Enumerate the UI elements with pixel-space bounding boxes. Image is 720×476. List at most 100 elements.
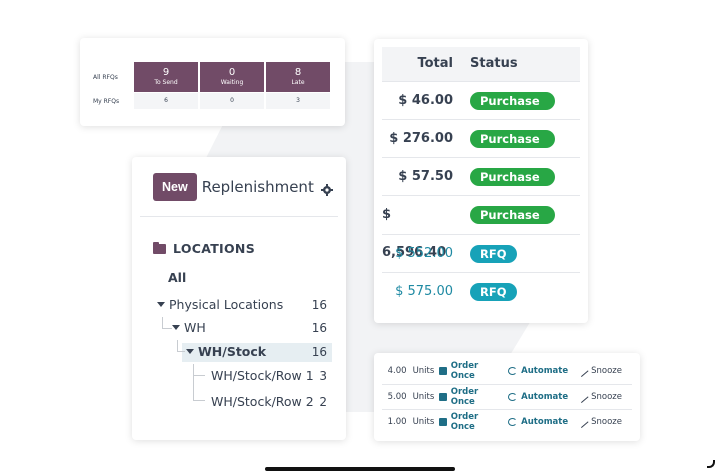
status-badge: Purchase ...: [470, 92, 555, 126]
rfq-cell-label: Late: [291, 79, 305, 86]
location-count: 2: [319, 394, 327, 409]
rfq-cell-label: Waiting: [220, 79, 244, 86]
my-rfq-to-send-cell[interactable]: 6: [134, 93, 198, 109]
folder-icon: [153, 241, 166, 254]
order-once-label: Order Once: [450, 411, 479, 432]
rfq-row-mine: My RFQs 6 0 3: [80, 93, 332, 109]
tree-line: [193, 375, 205, 376]
snooze-label: Snooze: [591, 416, 622, 427]
location-row-1[interactable]: WH/Stock/Row 1 3: [211, 368, 327, 383]
table-header: Total Status: [382, 47, 580, 81]
automate-label: Automate: [521, 391, 569, 402]
table-row[interactable]: $ 46.00 Purchase ...: [382, 81, 580, 126]
automate-button[interactable]: Automate: [508, 417, 568, 427]
order-total: $ 46.00: [398, 93, 453, 108]
order-once-label: Order Once: [450, 361, 479, 381]
new-button[interactable]: New: [153, 173, 197, 201]
refresh-icon: [508, 417, 518, 426]
order-once-button[interactable]: Order Once: [438, 361, 498, 381]
snooze-button[interactable]: Snooze: [576, 390, 622, 403]
unit: Units: [412, 366, 435, 376]
tree-line: [193, 364, 205, 376]
locations-heading: LOCATIONS: [153, 241, 255, 256]
location-label: WH/Stock/Row 1: [211, 368, 314, 383]
status-badge: Purchase ...: [470, 130, 555, 164]
truck-icon: [438, 392, 447, 401]
automate-button[interactable]: Automate: [508, 392, 568, 402]
quantity: 4.00: [387, 366, 407, 376]
caret-down-icon: [186, 349, 194, 354]
rfq-count: 8: [294, 67, 302, 78]
status-badge: RFQ: [470, 245, 517, 263]
unit: Units: [412, 391, 435, 402]
rfq-cell-label: To Send: [154, 79, 178, 86]
rfq-row-label: All RFQs: [93, 73, 118, 81]
location-count: 16: [311, 344, 327, 359]
location-label: Physical Locations: [169, 297, 284, 312]
order-once-button[interactable]: Order Once: [438, 411, 498, 432]
table-row[interactable]: $ 575.00 RFQ: [382, 272, 580, 310]
gear-icon[interactable]: [320, 181, 333, 196]
quantity: 5.00: [387, 391, 407, 402]
order-once-button[interactable]: Order Once: [438, 386, 498, 407]
selected-highlight: [182, 343, 332, 362]
status-badge: RFQ: [470, 283, 517, 301]
automate-button[interactable]: Automate: [508, 366, 568, 376]
location-row-2[interactable]: WH/Stock/Row 2 2: [211, 394, 327, 409]
rfq-row-all: All RFQs 9 To Send 0 Waiting 8 Late: [80, 62, 332, 92]
quantity: 1.00: [387, 416, 407, 427]
snooze-label: Snooze: [591, 366, 622, 376]
automate-label: Automate: [521, 366, 569, 376]
location-label: WH: [184, 320, 206, 335]
rfq-count: 0: [228, 67, 236, 78]
caret-down-icon: [172, 325, 180, 330]
location-label: WH/Stock: [198, 344, 267, 359]
caret-down-icon: [157, 302, 165, 307]
location-count: 3: [319, 368, 327, 383]
refresh-icon: [508, 392, 518, 401]
rfq-to-send-cell[interactable]: 9 To Send: [134, 62, 198, 92]
status-badge: Purchase ...: [470, 206, 555, 240]
order-total: $ 6,596.40: [382, 207, 447, 260]
location-physical[interactable]: Physical Locations 16: [157, 297, 327, 312]
table-row[interactable]: $ 276.00 Purchase ...: [382, 119, 580, 164]
table-row[interactable]: $ 6,596.40 Purchase ...: [382, 195, 580, 260]
status-badge: Purchase ...: [470, 168, 555, 202]
location-wh[interactable]: WH 16: [172, 320, 327, 335]
location-wh-stock[interactable]: WH/Stock 16: [186, 344, 327, 359]
location-all[interactable]: All: [168, 270, 187, 285]
my-rfq-late-cell[interactable]: 3: [266, 93, 330, 109]
divider: [140, 216, 338, 217]
list-item: 5.00 Units Order Once Automate Snooze: [382, 384, 632, 408]
rfq-count: 9: [162, 67, 170, 78]
list-item: 1.00 Units Order Once Automate Snooze: [382, 409, 632, 433]
location-label: WH/Stock/Row 2: [211, 394, 314, 409]
page-title: Replenishment: [201, 178, 314, 196]
truck-icon: [438, 367, 447, 375]
order-total: $ 276.00: [389, 131, 453, 146]
order-total: $ 552.00: [395, 246, 453, 261]
bell-slash-icon: [576, 365, 589, 377]
snooze-button[interactable]: Snooze: [576, 365, 622, 377]
table-row[interactable]: $ 57.50 Purchase ...: [382, 157, 580, 202]
orders-table: Total Status $ 46.00 Purchase ... $ 276.…: [374, 39, 588, 323]
column-header-total[interactable]: Total: [417, 56, 453, 71]
tree-line: [162, 317, 172, 329]
location-count: 16: [311, 297, 327, 312]
my-rfq-waiting-cell[interactable]: 0: [200, 93, 264, 109]
order-once-label: Order Once: [450, 386, 479, 407]
rfq-late-cell[interactable]: 8 Late: [266, 62, 330, 92]
snooze-button[interactable]: Snooze: [576, 415, 622, 428]
automate-label: Automate: [521, 416, 569, 427]
column-header-status[interactable]: Status: [470, 56, 518, 71]
replenishment-header: New Replenishment: [153, 173, 333, 201]
tree-line: [177, 340, 185, 352]
replenishment-actions-card: 4.00 Units Order Once Automate Snooze 5.…: [374, 353, 640, 441]
rfq-waiting-cell[interactable]: 0 Waiting: [200, 62, 264, 92]
tree-line: [193, 376, 205, 401]
home-indicator: [265, 467, 455, 471]
locations-label: LOCATIONS: [173, 241, 255, 256]
table-row[interactable]: $ 552.00 RFQ: [382, 234, 580, 272]
refresh-icon: [508, 367, 518, 375]
bell-slash-icon: [576, 415, 589, 428]
